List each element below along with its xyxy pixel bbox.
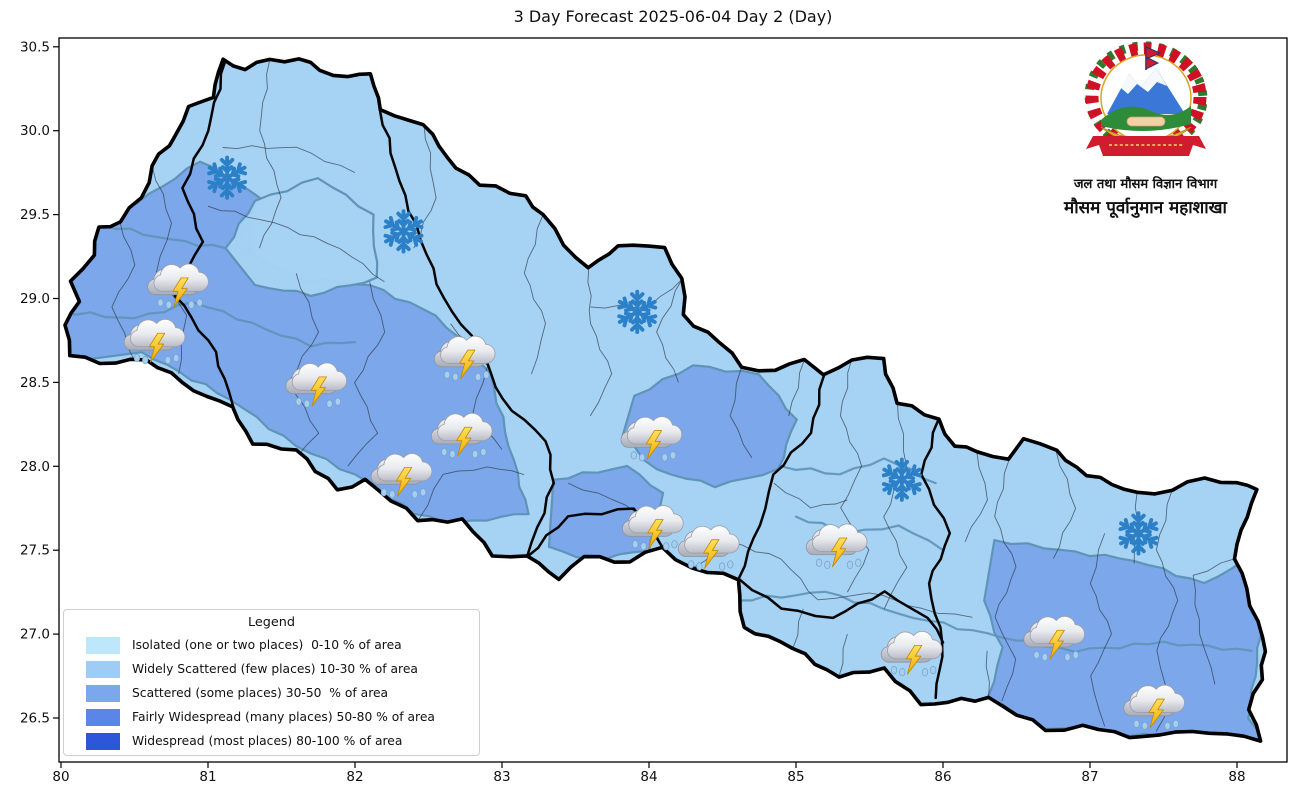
x-tick-label: 88	[1228, 769, 1245, 785]
legend: Legend Isolated (one or two places) 0-10…	[63, 609, 480, 756]
figure-title: 3 Day Forecast 2025-06-04 Day 2 (Day)	[513, 7, 833, 26]
y-tick-label: 29.0	[20, 291, 50, 307]
legend-row-fairly-widespread: Fairly Widespread (many places) 50-80 % …	[64, 705, 479, 729]
x-tick-label: 81	[199, 769, 216, 785]
nepal-outline	[63, 57, 1268, 743]
legend-swatch-widespread	[86, 732, 120, 750]
dhm-department-name: जल तथा मौसम विज्ञान विभाग	[1073, 177, 1218, 192]
dhm-division-name: मौसम पूर्वानुमान महाशाखा	[1064, 198, 1227, 218]
legend-row-isolated: Isolated (one or two places) 0-10 % of a…	[64, 633, 479, 657]
x-tick-label: 86	[934, 769, 951, 785]
y-tick-label: 27.0	[20, 627, 50, 643]
y-tick-label: 29.5	[20, 207, 50, 223]
x-tick-label: 82	[346, 769, 363, 785]
legend-label: Widespread (most places) 80-100 % of are…	[132, 734, 403, 748]
legend-label: Widely Scattered (few places) 10-30 % of…	[132, 662, 418, 676]
x-tick-label: 80	[52, 769, 69, 785]
legend-label: Fairly Widespread (many places) 50-80 % …	[132, 710, 435, 724]
district-fill-layer	[65, 58, 1266, 742]
y-tick-label: 26.5	[20, 711, 50, 727]
legend-row-widespread: Widespread (most places) 80-100 % of are…	[64, 729, 479, 753]
mountain-scene	[1100, 68, 1191, 132]
dhm-emblem	[1084, 41, 1207, 156]
x-tick-label: 87	[1081, 769, 1098, 785]
legend-swatch-widely-scattered	[86, 660, 120, 678]
dhm-logo-block: जल तथा मौसम विज्ञान विभाग मौसम पूर्वानुम…	[1038, 40, 1253, 218]
legend-swatch-fairly-widespread	[86, 708, 120, 726]
x-tick-label: 84	[640, 769, 657, 785]
legend-row-widely-scattered: Widely Scattered (few places) 10-30 % of…	[64, 657, 479, 681]
y-tick-label: 28.0	[20, 459, 50, 475]
legend-swatch-isolated	[86, 636, 120, 654]
plot-frame	[58, 37, 1288, 763]
x-tick-label: 85	[787, 769, 804, 785]
legend-swatch-scattered	[86, 684, 120, 702]
legend-row-scattered: Scattered (some places) 30-50 % of area	[64, 681, 479, 705]
ribbon-banner	[1085, 136, 1206, 156]
nepal-flag	[1144, 46, 1161, 70]
y-tick-label: 30.5	[20, 39, 50, 55]
y-tick-label: 27.5	[20, 543, 50, 559]
legend-label: Scattered (some places) 30-50 % of area	[132, 686, 389, 700]
x-tick-label: 83	[493, 769, 510, 785]
y-tick-label: 30.0	[20, 123, 50, 139]
y-tick-label: 28.5	[20, 375, 50, 391]
legend-title: Legend	[247, 615, 295, 630]
legend-label: Isolated (one or two places) 0-10 % of a…	[132, 638, 402, 652]
